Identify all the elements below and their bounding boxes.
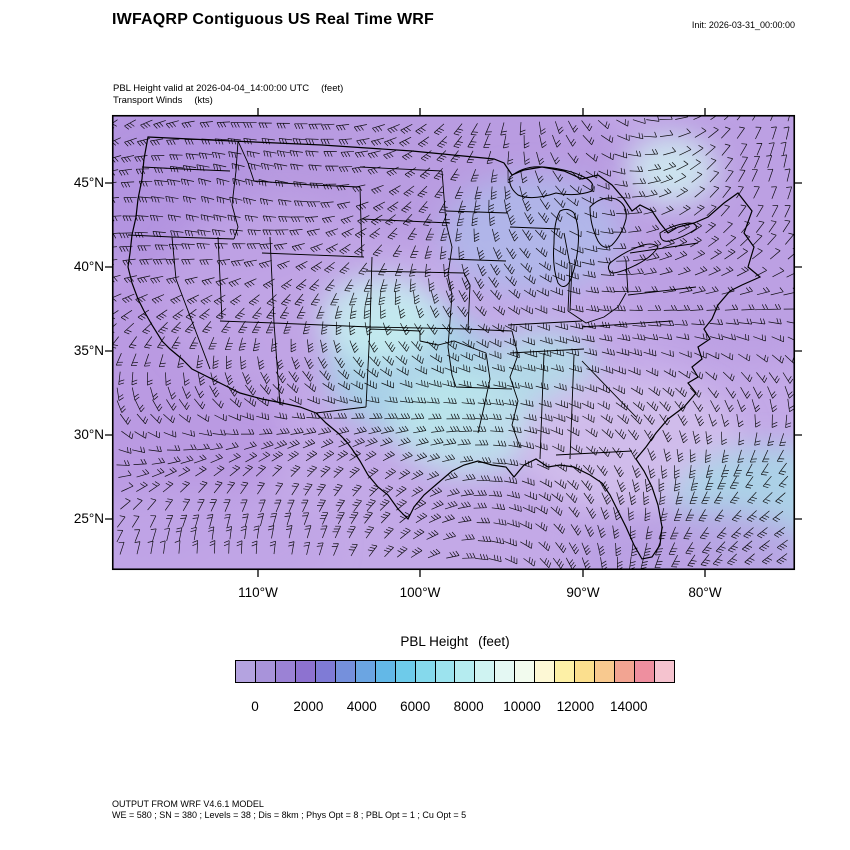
colorbar-cell <box>415 661 436 682</box>
us-coastline-outline <box>127 136 762 560</box>
colorbar-cell <box>635 661 656 682</box>
y-axis-tick-label: 40°N <box>73 259 104 274</box>
geography-layer <box>127 136 762 560</box>
colorbar-tick-label: 2000 <box>293 699 324 714</box>
colorbar-tick-label: 0 <box>251 699 259 714</box>
field-units-text: (feet) <box>321 83 344 94</box>
map-frame <box>111 114 796 571</box>
colorbar-cell <box>315 661 336 682</box>
colorbar-tick-label: 12000 <box>556 699 595 714</box>
colorbar-tick-label: 6000 <box>400 699 431 714</box>
colorbar-cell <box>395 661 416 682</box>
colorbar-cell <box>655 661 674 682</box>
great-lakes <box>509 166 697 287</box>
colorbar-title: PBL Height (feet) <box>400 634 509 649</box>
x-axis-tick-label: 80°W <box>688 585 722 600</box>
colorbar-cell <box>595 661 616 682</box>
colorbar-cell <box>535 661 556 682</box>
subtitle-line-2: Transport Winds (kts) <box>113 95 213 106</box>
colorbar-cell <box>375 661 396 682</box>
colorbar-cell <box>236 661 256 682</box>
colorbar-cell <box>495 661 516 682</box>
subtitle-line-1: PBL Height valid at 2026-04-04_14:00:00 … <box>113 83 343 94</box>
colorbar-cell <box>455 661 476 682</box>
colorbar-cell <box>615 661 636 682</box>
y-axis-tick-label: 25°N <box>73 511 104 526</box>
colorbar-tick-label: 10000 <box>503 699 541 714</box>
colorbar-cell <box>335 661 356 682</box>
colorbar-cell <box>575 661 596 682</box>
colorbar-tick-labels: 0 2000 4000 6000 8000 10000 12000 14000 <box>0 699 850 719</box>
colorbar-tick-label: 4000 <box>346 699 377 714</box>
x-axis-tick-label: 110°W <box>238 585 278 600</box>
colorbar-cell <box>255 661 276 682</box>
colorbar-tick-label: 8000 <box>453 699 484 714</box>
plot-title: IWFAQRP Contiguous US Real Time WRF <box>112 11 434 28</box>
colorbar <box>235 660 675 683</box>
pbl-shading-blob <box>572 510 795 570</box>
pbl-shading-blob <box>320 275 440 365</box>
valid-time-text: PBL Height valid at 2026-04-04_14:00:00 … <box>113 83 310 94</box>
colorbar-cell <box>355 661 376 682</box>
colorbar-cell <box>275 661 296 682</box>
init-time-label: Init: 2026-03-31_00:00:00 <box>691 20 795 30</box>
y-axis-tick-label: 30°N <box>73 427 104 442</box>
pbl-shading-blob <box>112 485 332 570</box>
x-axis-tick-label: 90°W <box>566 585 600 600</box>
wind-units-text: (kts) <box>194 95 213 106</box>
colorbar-cell <box>475 661 496 682</box>
colorbar-tick-label: 14000 <box>610 699 648 714</box>
colorbar-title-text: PBL Height <box>400 634 469 649</box>
colorbar-cell <box>295 661 316 682</box>
colorbar-cell <box>435 661 456 682</box>
state-borders <box>127 140 699 460</box>
axis-ticks <box>105 108 802 577</box>
x-axis-tick-label: 100°W <box>399 585 441 600</box>
footer-model-line: OUTPUT FROM WRF V4.6.1 MODEL <box>112 799 264 809</box>
pbl-shading-blob <box>627 135 717 205</box>
colorbar-cell <box>555 661 576 682</box>
y-axis-tick-label: 35°N <box>73 343 104 358</box>
map-canvas <box>105 108 802 577</box>
colorbar-cell <box>515 661 536 682</box>
wind-layer-text: Transport Winds <box>113 95 183 106</box>
y-axis-tick-label: 45°N <box>73 175 104 190</box>
footer-config-line: WE = 580 ; SN = 380 ; Levels = 38 ; Dis … <box>112 810 467 820</box>
colorbar-units-text: (feet) <box>478 634 510 649</box>
